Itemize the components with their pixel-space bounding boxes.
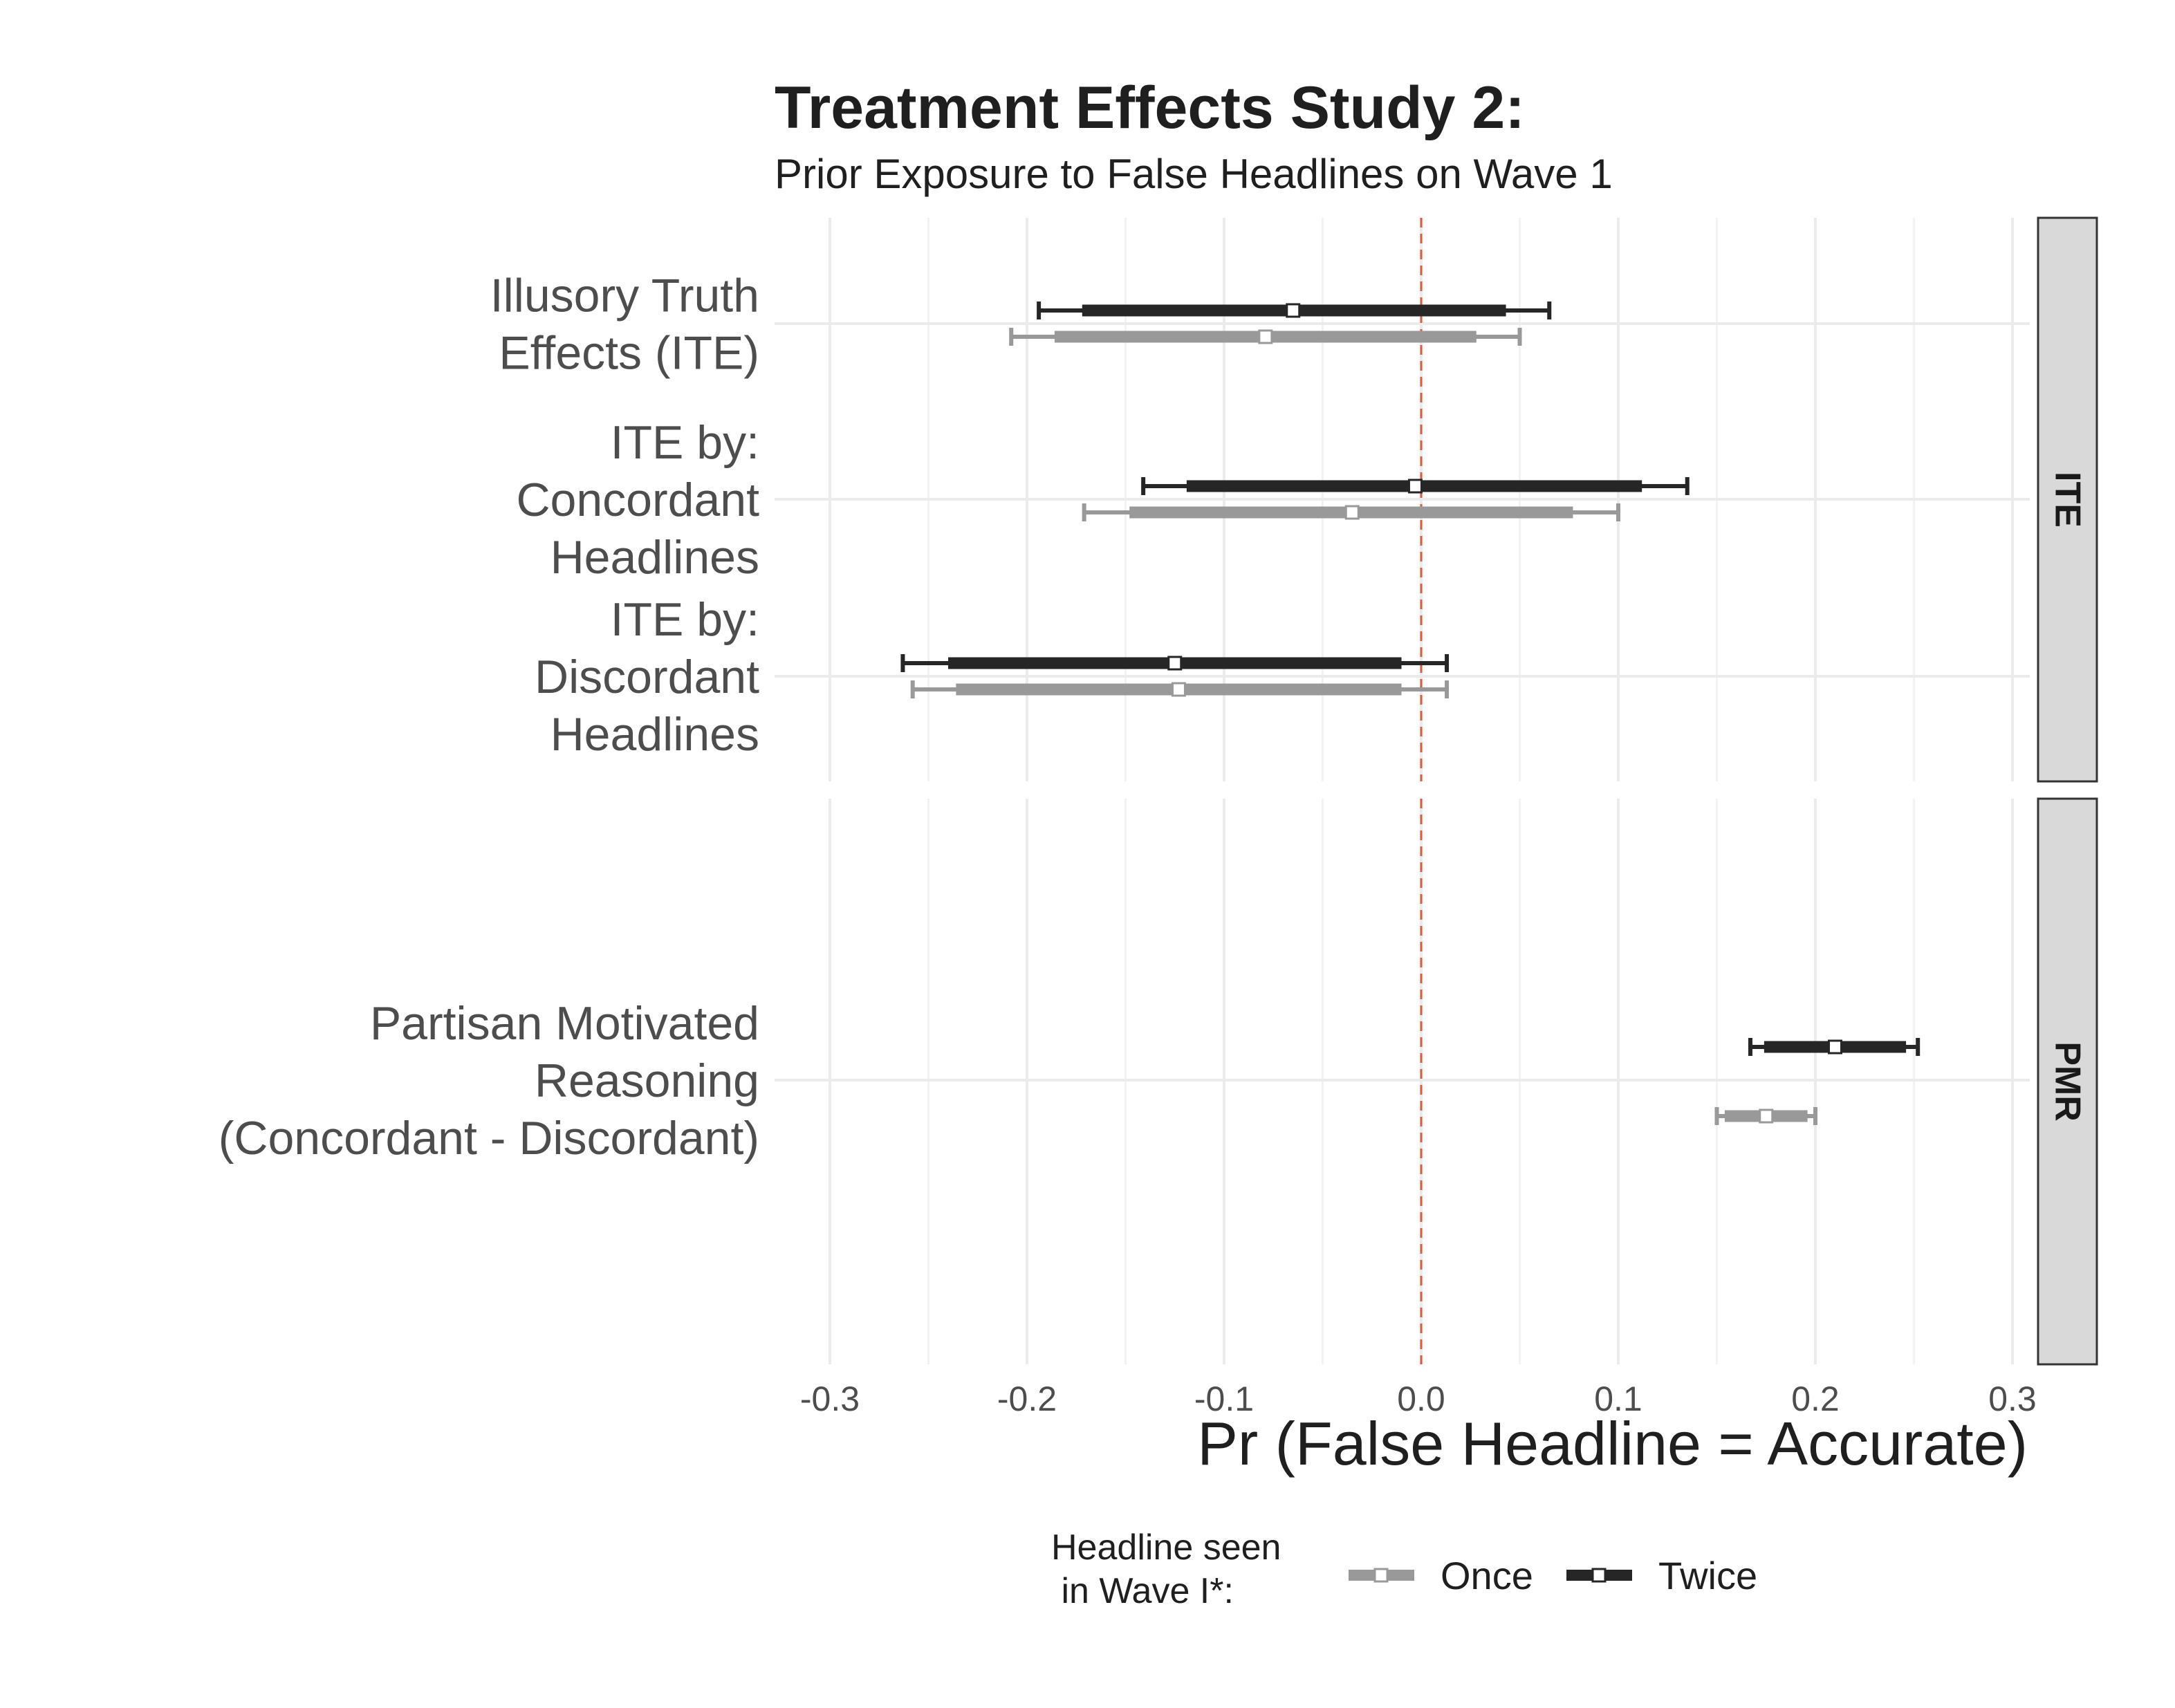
row-label-line: Headlines: [550, 531, 759, 584]
strip-label-pmr: PMR: [2048, 1041, 2088, 1122]
legend-key-point: [1591, 1568, 1607, 1583]
point-estimate: [1286, 303, 1301, 318]
x-tick-label: -0.3: [800, 1380, 860, 1418]
x-tick-label: -0.1: [1194, 1380, 1254, 1418]
legend-label-twice: Twice: [1658, 1554, 1757, 1597]
strip-box-ite: [2037, 216, 2098, 783]
strip-label-ite: ITE: [2048, 472, 2088, 528]
legend-title-line-2: in Wave I*:: [1051, 1571, 1234, 1611]
x-axis-label: Pr (False Headline = Accurate): [1197, 1409, 2028, 1478]
legend-items: Once Twice: [1349, 1554, 1757, 1597]
panel-strips: ITE PMR: [2037, 216, 2098, 1366]
strip-box-pmr: [2037, 797, 2098, 1366]
x-tick-label: 0.2: [1791, 1380, 1840, 1418]
x-axis-ticks: -0.3 -0.2 -0.1 0.0 0.1 0.2 0.3: [800, 1380, 2037, 1418]
x-tick-label: 0.0: [1397, 1380, 1445, 1418]
row-label-line: Concordant: [516, 474, 759, 526]
point-estimate: [1344, 505, 1360, 520]
point-estimate: [1167, 656, 1183, 671]
row-label-line: ITE by:: [611, 416, 759, 469]
grid-layer: [775, 218, 2030, 1364]
legend-item-twice: Twice: [1566, 1554, 1757, 1597]
legend-title-line-1: Headline seen: [1051, 1528, 1281, 1568]
x-tick-label: -0.2: [997, 1380, 1057, 1418]
errorbar-twice: [1037, 301, 1552, 319]
row-label-line: Partisan Motivated: [370, 997, 759, 1050]
legend-label-once: Once: [1441, 1554, 1533, 1597]
chart-subtitle: Prior Exposure to False Headlines on Wav…: [775, 151, 1613, 197]
legend-key-point: [1373, 1568, 1389, 1583]
row-label-line: (Concordant - Discordant): [219, 1112, 759, 1164]
point-estimate: [1828, 1039, 1842, 1055]
row-label-line: Headlines: [550, 708, 759, 761]
errorbar-once: [1009, 328, 1522, 346]
row-label-line: ITE by:: [611, 593, 759, 646]
row-label-line: Discordant: [535, 651, 759, 703]
point-estimate: [1407, 479, 1423, 494]
errorbar-twice: [900, 654, 1450, 672]
x-tick-label: 0.1: [1594, 1380, 1642, 1418]
row-label-line: Effects (ITE): [499, 327, 759, 380]
legend: Headline seen in Wave I*: Once Twice: [1051, 1528, 1757, 1611]
errorbar-once: [1082, 503, 1620, 521]
legend-item-once: Once: [1349, 1554, 1533, 1597]
errorbar-once: [910, 680, 1450, 698]
errorbar-twice: [1748, 1038, 1921, 1056]
marks-layer: [900, 301, 1921, 1125]
point-estimate: [1171, 682, 1186, 697]
point-estimate: [1759, 1108, 1774, 1124]
row-label-line: Reasoning: [535, 1055, 759, 1107]
x-tick-label: 0.3: [1988, 1380, 2037, 1418]
point-estimate: [1258, 329, 1273, 344]
errorbar-once: [1714, 1107, 1817, 1125]
row-label-line: Illusory Truth: [490, 270, 759, 322]
errorbar-twice: [1141, 477, 1690, 495]
chart-title: Treatment Effects Study 2:: [775, 75, 1525, 141]
